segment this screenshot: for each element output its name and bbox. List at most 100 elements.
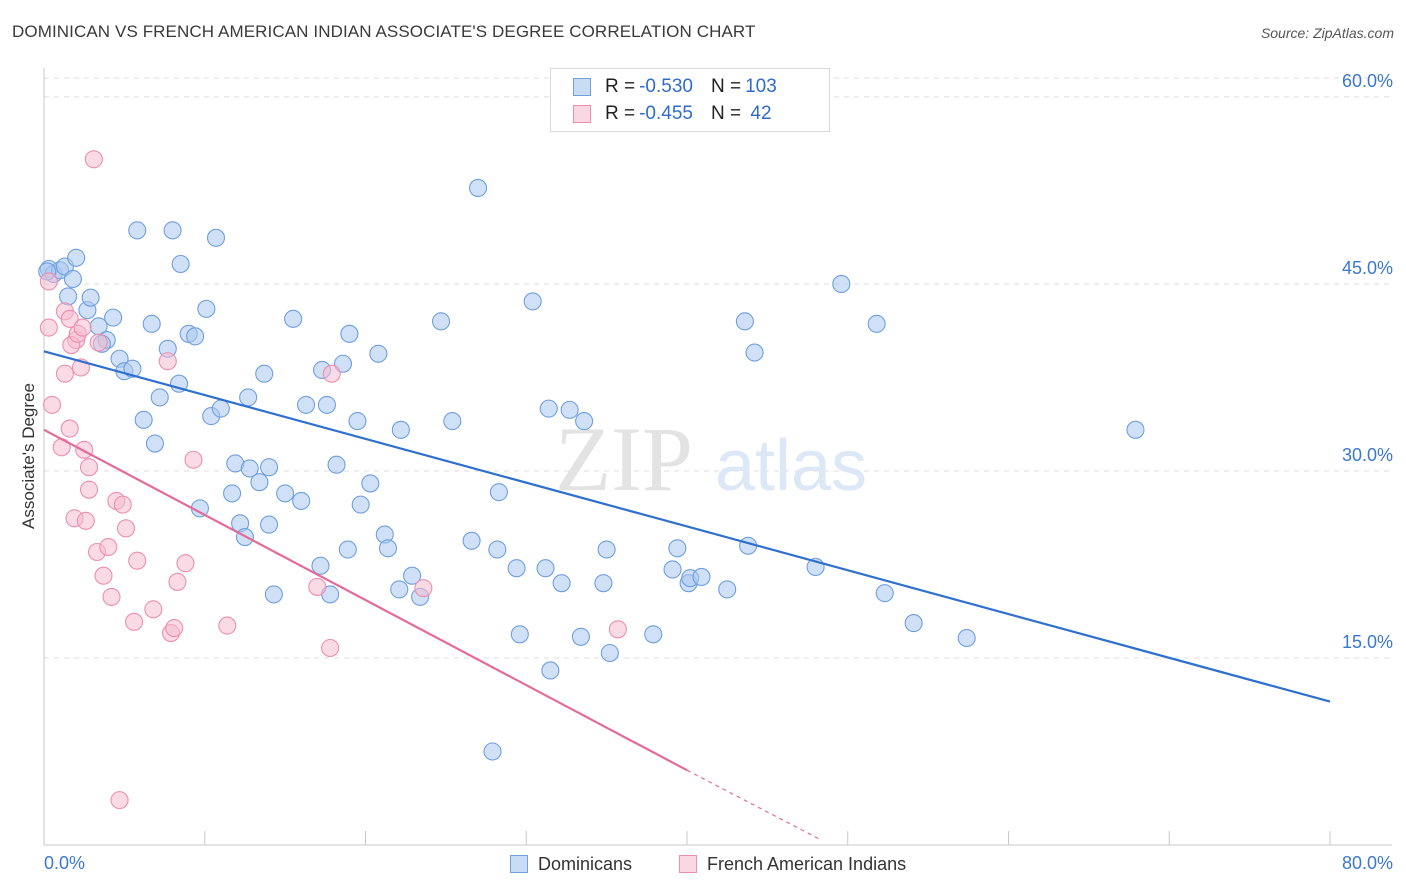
dominican-point: [361, 474, 380, 493]
french-american-indian-point: [110, 791, 129, 810]
french-american-indian-point: [99, 537, 118, 557]
dominican-point: [663, 560, 682, 579]
french-american-indian-point: [176, 554, 195, 573]
dominican-point: [541, 661, 560, 680]
french-american-indian-point: [608, 620, 627, 639]
watermark-atlas: atlas: [715, 426, 867, 506]
dominican-point: [904, 614, 923, 633]
dominican-point: [552, 574, 571, 593]
dominican-point: [594, 574, 613, 593]
legend-r-value: -0.530: [639, 76, 693, 97]
dominican-point: [276, 484, 295, 503]
series-legend-french-american-indians: French American Indians: [679, 852, 906, 876]
x-tick-label: 80.0%: [1342, 853, 1393, 873]
dominican-point: [163, 221, 182, 240]
french-american-indian-point: [158, 352, 177, 371]
dominican-point: [391, 420, 410, 439]
dominican-point: [600, 643, 619, 663]
legend-r-label: R =: [605, 76, 636, 97]
chart-title: DOMINICAN VS FRENCH AMERICAN INDIAN ASSO…: [12, 22, 756, 41]
french-american-indian-point: [144, 600, 163, 619]
legend-n-value: 42: [745, 103, 772, 124]
dominican-point: [369, 344, 388, 363]
dominican-point: [832, 274, 851, 294]
legend-swatch-blue: [573, 78, 591, 96]
dominican-point: [523, 292, 542, 311]
dominican-point: [443, 412, 462, 431]
dominican-point: [186, 327, 205, 346]
y-tick-label: 60.0%: [1342, 71, 1393, 91]
tick-labels: 15.0% 30.0% 45.0% 60.0% 0.0% 80.0% Associate's…: [19, 71, 1393, 873]
french-american-indian-trend-line: [43, 428, 688, 772]
french-american-indian-point: [76, 511, 95, 530]
dominican-point: [327, 455, 346, 474]
dominican-point: [507, 559, 526, 578]
dominican-point: [488, 540, 507, 559]
trend-lines: [43, 350, 1331, 840]
dominican-point: [259, 458, 279, 477]
dominican-point: [255, 364, 274, 383]
french-american-indian-point: [73, 318, 92, 337]
dominican-point: [128, 221, 147, 240]
dominican-point: [597, 540, 616, 559]
french-american-indian-point: [128, 551, 147, 570]
french-american-indian-point: [116, 519, 136, 538]
dominican-point: [67, 248, 86, 267]
dominican-point: [644, 625, 663, 644]
legend-r-value: -0.455: [639, 103, 693, 124]
french-american-indian-point: [184, 450, 203, 469]
dominican-point: [239, 388, 258, 407]
dominican-trend-line: [43, 350, 1331, 703]
dominican-point: [571, 627, 590, 646]
french-american-indian-point: [42, 395, 62, 414]
french-american-indian-point: [60, 419, 79, 438]
dominican-point: [510, 625, 529, 644]
french-american-indian-point: [322, 364, 341, 383]
dominican-point: [63, 269, 82, 289]
dominican-point: [264, 585, 283, 604]
legend-n-label: N =: [710, 103, 742, 124]
dominican-point: [348, 412, 367, 431]
dominican-point: [142, 314, 161, 333]
french-american-indian-point: [308, 577, 327, 596]
dominican-point: [292, 491, 311, 510]
x-tick-label: 0.0%: [44, 853, 85, 873]
dominican-point: [150, 388, 169, 407]
french-american-indian-trend-extension: [686, 769, 820, 840]
french-american-indian-point: [94, 566, 113, 585]
legend-swatch-pink: [573, 105, 591, 123]
french-american-indian-point: [414, 579, 433, 598]
watermark: ZIP atlas: [555, 408, 867, 510]
dominican-point: [240, 459, 259, 478]
dominican-point: [284, 309, 303, 328]
axes: [43, 68, 1392, 846]
dominican-point: [403, 566, 422, 585]
dominican-point: [59, 287, 78, 306]
dominican-point: [692, 567, 711, 586]
dominican-point: [668, 539, 687, 558]
legend-n-value: 103: [745, 76, 777, 97]
dominican-point: [81, 288, 100, 307]
grid-lines: [44, 77, 1392, 659]
french-american-indian-point: [39, 318, 58, 337]
french-american-indian-point: [218, 616, 237, 635]
dominican-point: [351, 495, 370, 514]
dominican-point: [560, 400, 579, 419]
dominican-point: [104, 308, 123, 327]
dominican-point: [211, 399, 230, 418]
dominican-point: [735, 312, 754, 331]
legend-n-label: N =: [710, 76, 742, 97]
dominican-point: [875, 584, 894, 603]
dominican-point: [250, 473, 269, 492]
dominican-point: [171, 254, 190, 274]
french-american-indian-point: [113, 495, 132, 514]
dominican-point: [145, 434, 164, 453]
french-american-indian-point: [79, 480, 99, 499]
french-american-indian-point: [55, 364, 74, 383]
dominican-point: [867, 314, 886, 333]
legend-swatch-blue: [510, 855, 528, 873]
dominican-point: [536, 559, 555, 578]
dominican-point: [489, 483, 508, 502]
dominican-point: [317, 395, 336, 414]
